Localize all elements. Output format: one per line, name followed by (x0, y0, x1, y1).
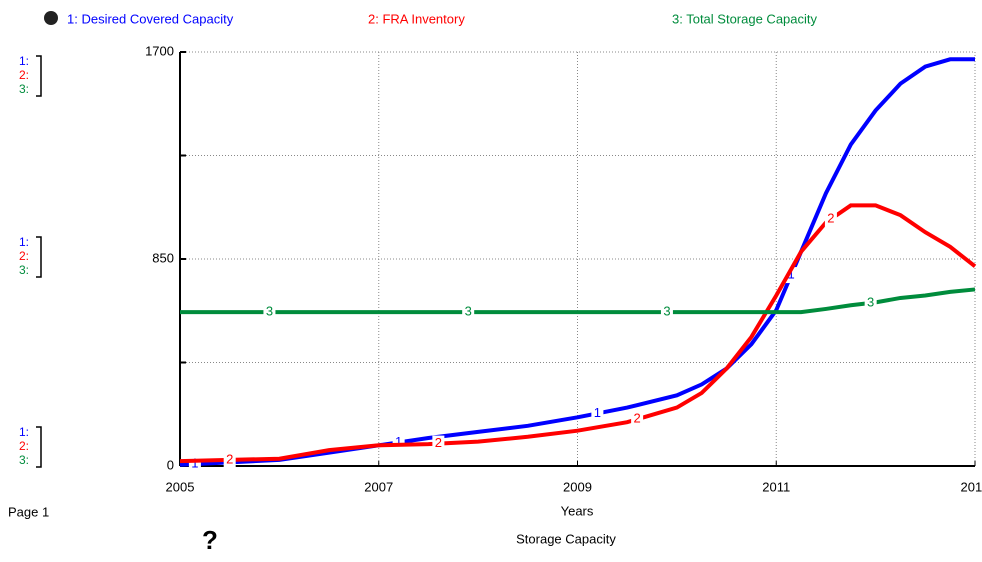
y-tick-label: 0 (167, 457, 174, 472)
line-marker-bg (432, 435, 445, 452)
chart-title: Storage Capacity (516, 531, 616, 546)
line-marker: 1 (395, 434, 402, 449)
app-icon (44, 11, 58, 25)
scale-key: 2: (19, 249, 29, 263)
series-line (179, 203, 977, 464)
legend-entry: 2: FRA Inventory (368, 11, 465, 26)
x-tick-label: 2011 (762, 479, 790, 494)
series-line (180, 287, 976, 315)
page-label: Page 1 (8, 504, 49, 519)
line-marker: 2 (226, 451, 233, 466)
x-tick-label: 2013 (961, 479, 982, 494)
line-marker: 3 (663, 304, 670, 319)
scale-key: 3: (19, 263, 29, 277)
x-tick-label: 2009 (563, 479, 592, 494)
line-marker-bg (824, 211, 837, 228)
y-tick-label: 1700 (145, 43, 174, 58)
line-marker: 1 (191, 455, 198, 470)
line-marker: 3 (465, 304, 472, 319)
line-marker-bg (263, 304, 276, 321)
scale-key: 2: (19, 439, 29, 453)
legend-entry: 3: Total Storage Capacity (672, 11, 818, 26)
scale-bracket (36, 236, 42, 278)
line-marker: 1 (788, 267, 795, 282)
line-marker-bg (631, 411, 644, 428)
line-marker: 3 (266, 304, 273, 319)
y-tick-label: 850 (152, 250, 174, 265)
line-marker: 2 (634, 411, 641, 426)
scale-key: 2: (19, 68, 29, 82)
scale-key: 1: (19, 54, 29, 68)
x-axis-label: Years (561, 503, 594, 518)
x-tick-label: 2005 (166, 479, 195, 494)
legend-entry: 1: Desired Covered Capacity (67, 11, 234, 26)
line-marker: 2 (827, 210, 834, 225)
scale-bracket (36, 55, 42, 97)
line-marker-bg (660, 304, 673, 321)
scale-key: 3: (19, 453, 29, 467)
line-marker-bg (462, 304, 475, 321)
scale-key: 1: (19, 235, 29, 249)
scale-key: 3: (19, 82, 29, 96)
line-marker-bg (223, 451, 236, 468)
line-marker: 3 (867, 294, 874, 309)
line-marker: 2 (435, 435, 442, 450)
x-tick-label: 2007 (364, 479, 393, 494)
scale-bracket (36, 426, 42, 468)
line-marker: 1 (594, 405, 601, 420)
scale-key: 1: (19, 425, 29, 439)
line-marker-bg (864, 294, 877, 311)
help-icon[interactable]: ? (202, 525, 218, 555)
line-marker-bg (591, 405, 604, 422)
